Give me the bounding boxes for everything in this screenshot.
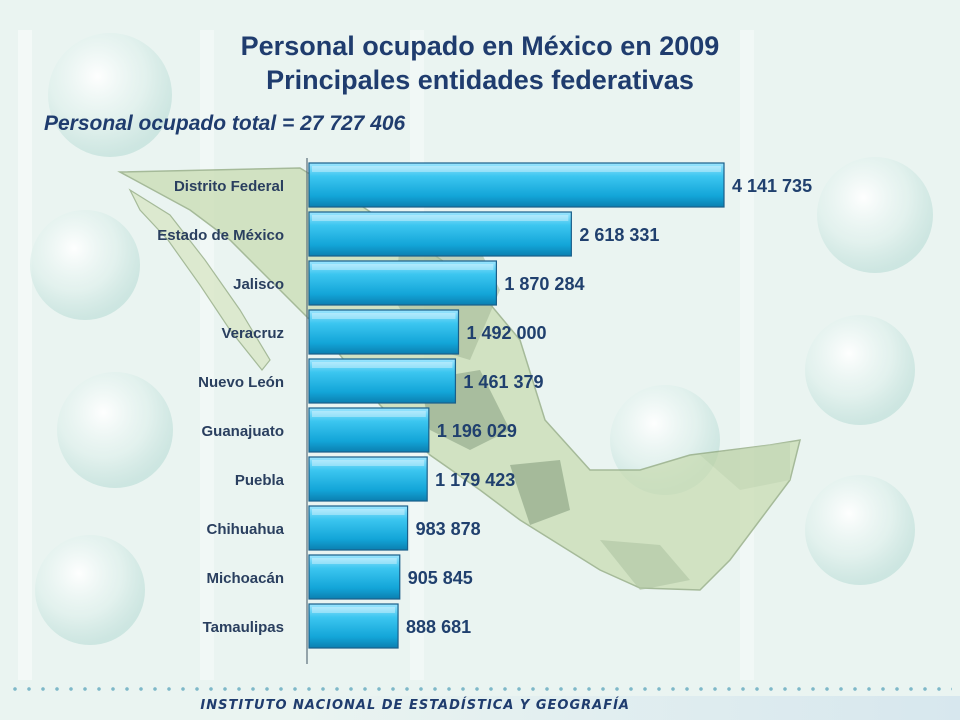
value-label-8: 905 845 — [408, 568, 473, 588]
category-label-4: Nuevo León — [198, 374, 284, 391]
value-label-5: 1 196 029 — [437, 421, 517, 441]
bar-highlight-9 — [312, 607, 396, 613]
value-label-6: 1 179 423 — [435, 470, 515, 490]
footer-organization-name: INSTITUTO NACIONAL DE ESTADÍSTICA Y GEOG… — [200, 698, 630, 713]
value-label-4: 1 461 379 — [463, 372, 543, 392]
value-label-0: 4 141 735 — [732, 176, 812, 196]
category-label-2: Jalisco — [233, 276, 284, 293]
bar-highlight-5 — [312, 411, 426, 417]
category-label-0: Distrito Federal — [174, 178, 284, 195]
value-label-3: 1 492 000 — [466, 323, 546, 343]
bar-1 — [308, 211, 572, 257]
bar-highlight-3 — [312, 313, 456, 319]
value-label-2: 1 870 284 — [504, 274, 584, 294]
value-label-1: 2 618 331 — [579, 225, 659, 245]
bar-highlight-0 — [312, 166, 721, 172]
bar-highlight-1 — [312, 215, 569, 221]
category-label-7: Chihuahua — [207, 521, 285, 538]
chart-subtitle: Personal ocupado total = 27 727 406 — [44, 112, 406, 135]
footer-bar — [0, 696, 960, 720]
bar-highlight-4 — [312, 362, 453, 368]
bar-highlight-7 — [312, 509, 405, 515]
bar-6 — [308, 456, 428, 502]
category-label-5: Guanajuato — [201, 423, 284, 440]
value-label-7: 983 878 — [416, 519, 481, 539]
bar-7 — [308, 505, 409, 551]
bar-8 — [308, 554, 401, 600]
bar-9 — [308, 603, 399, 649]
category-label-3: Veracruz — [221, 325, 284, 342]
bar-2 — [308, 260, 498, 306]
value-label-9: 888 681 — [406, 617, 471, 637]
category-label-1: Estado de México — [157, 227, 284, 244]
category-label-8: Michoacán — [206, 570, 284, 587]
bar-5 — [308, 407, 430, 453]
category-label-9: Tamaulipas — [203, 619, 284, 636]
footer-dotted-rule — [8, 684, 952, 694]
bar-4 — [308, 358, 457, 404]
chart-title-line1: Personal ocupado en México en 2009 — [240, 31, 720, 61]
category-label-6: Puebla — [235, 472, 285, 489]
bar-3 — [308, 309, 460, 355]
bar-highlight-2 — [312, 264, 494, 270]
bar-highlight-6 — [312, 460, 425, 466]
bar-0 — [308, 162, 725, 208]
chart-title-line2: Principales entidades federativas — [266, 65, 694, 95]
bar-highlight-8 — [312, 558, 397, 564]
